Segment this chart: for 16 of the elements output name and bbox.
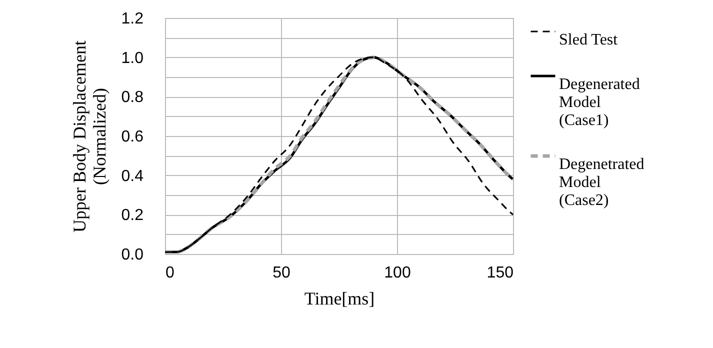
y-tick-label: 0.6: [121, 128, 144, 146]
y-tick-label: 0.8: [121, 89, 144, 106]
legend-label: Degenetrated Model (Case2): [559, 156, 644, 209]
y-tick-label: 1.2: [121, 10, 144, 28]
x-axis-title: Time[ms]: [304, 288, 375, 308]
y-tick-label: 0.2: [121, 207, 144, 224]
x-tick-label: 100: [384, 264, 411, 282]
legend-label: Sled Test: [559, 32, 618, 48]
x-tick-label: 50: [272, 264, 290, 282]
y-tick-label: 0.0: [121, 246, 144, 264]
x-tick-label: 0: [166, 264, 174, 282]
y-tick-label: 0.4: [121, 168, 144, 185]
legend-label: Degenerated Model (Case1): [559, 76, 640, 129]
x-tick-label: 150: [486, 264, 514, 282]
y-axis-title: Upper Body Displacement (Normalized): [69, 40, 110, 232]
y-tick-label: 1.0: [121, 50, 144, 67]
